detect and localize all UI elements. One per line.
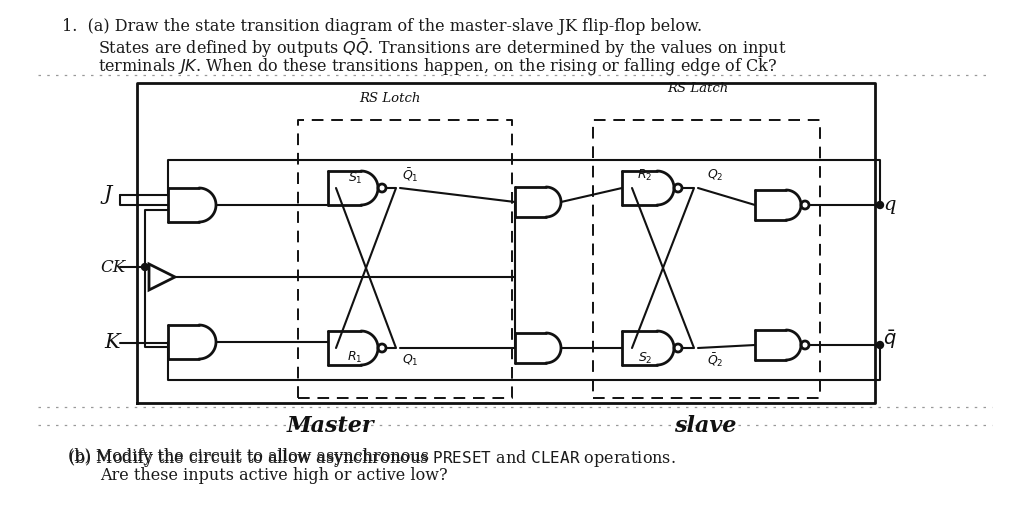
Text: States are defined by outputs $Q\bar{Q}$. Transitions are determined by the valu: States are defined by outputs $Q\bar{Q}$… xyxy=(98,37,786,60)
Text: (b) Modify the circuit to allow asynchronous $\mathtt{PRESET}$ and $\mathtt{CLEA: (b) Modify the circuit to allow asynchro… xyxy=(68,448,676,469)
Text: RS Lotch: RS Lotch xyxy=(359,92,421,105)
Circle shape xyxy=(141,264,148,270)
Text: K: K xyxy=(104,334,120,352)
Text: Are these inputs active high or active low?: Are these inputs active high or active l… xyxy=(100,467,447,484)
Circle shape xyxy=(877,201,884,208)
Text: Master: Master xyxy=(286,415,374,437)
Text: RS Latch: RS Latch xyxy=(668,82,729,95)
Text: $Q_1$: $Q_1$ xyxy=(401,352,418,367)
Text: $\bar{Q}_1$: $\bar{Q}_1$ xyxy=(401,166,419,184)
Text: 1.  (a) Draw the state transition diagram of the master-slave JK flip-flop below: 1. (a) Draw the state transition diagram… xyxy=(62,18,702,35)
Text: $\bar{Q}_2$: $\bar{Q}_2$ xyxy=(707,351,723,369)
Text: (b) Modify the circuit to allow asynchronous: (b) Modify the circuit to allow asynchro… xyxy=(68,448,434,465)
Text: $S_2$: $S_2$ xyxy=(638,350,652,365)
Text: $S_1$: $S_1$ xyxy=(348,171,362,185)
Text: $R_2$: $R_2$ xyxy=(637,168,652,183)
Text: q: q xyxy=(883,196,896,214)
Text: slave: slave xyxy=(674,415,736,437)
Text: $R_1$: $R_1$ xyxy=(347,349,362,364)
Text: terminals $\mathit{JK}$. When do these transitions happen, on the rising or fall: terminals $\mathit{JK}$. When do these t… xyxy=(98,56,777,77)
Text: $Q_2$: $Q_2$ xyxy=(707,168,723,183)
Circle shape xyxy=(877,341,884,349)
Text: CK: CK xyxy=(100,258,125,276)
Text: $\bar{q}$: $\bar{q}$ xyxy=(883,328,897,351)
Text: J: J xyxy=(104,185,113,205)
